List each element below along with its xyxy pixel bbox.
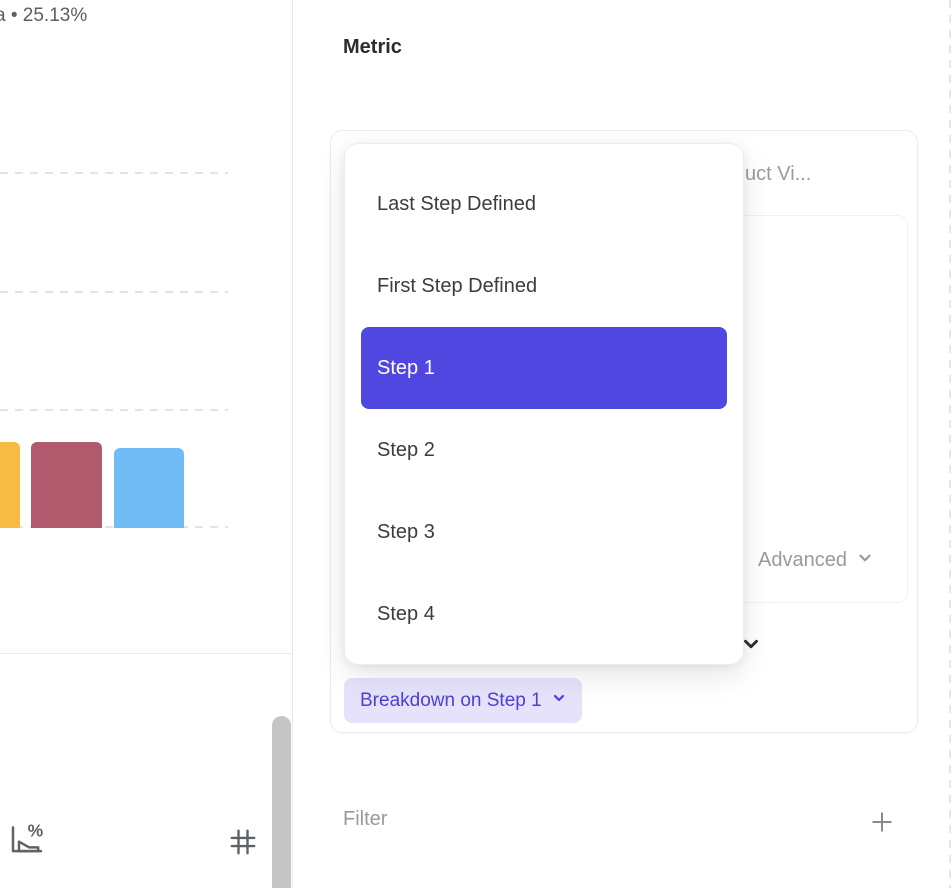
funnel-bar-yellow[interactable] — [0, 442, 20, 528]
dropdown-item-step-3[interactable]: Step 3 — [377, 520, 435, 543]
series-percentage-label: a • 25.13% — [0, 5, 88, 26]
chart-gridline — [0, 172, 228, 174]
filter-section-title: Filter — [343, 808, 388, 830]
advanced-toggle[interactable]: Advanced — [758, 549, 874, 572]
right-panel-edge — [949, 0, 951, 888]
chevron-down-icon — [551, 690, 567, 711]
funnel-bar-blue[interactable] — [114, 448, 184, 528]
chart-panel: a • 25.13% % — [0, 0, 293, 888]
dropdown-item-first-step-defined[interactable]: First Step Defined — [377, 274, 538, 297]
breakdown-button-label: Breakdown on Step 1 — [360, 689, 542, 711]
dropdown-item-step-4[interactable]: Step 4 — [377, 602, 435, 625]
chevron-down-icon[interactable] — [740, 633, 762, 655]
add-filter-button[interactable] — [867, 807, 897, 837]
vertical-scrollbar[interactable] — [272, 716, 291, 888]
step-select-dropdown: Last Step Defined First Step Defined Ste… — [344, 143, 744, 665]
event-name-label: uct Vi... — [745, 163, 812, 185]
funnel-bar-maroon[interactable] — [31, 442, 102, 528]
breakdown-on-step-button[interactable]: Breakdown on Step 1 — [344, 678, 582, 723]
chevron-down-icon — [856, 549, 874, 572]
chart-gridline — [0, 291, 228, 293]
svg-text:%: % — [28, 821, 44, 841]
dropdown-item-step-2[interactable]: Step 2 — [377, 438, 435, 461]
chart-footer-divider — [0, 653, 293, 654]
dropdown-item-step-1[interactable]: Step 1 — [361, 327, 727, 409]
chart-gridline — [0, 409, 228, 411]
advanced-label: Advanced — [758, 549, 847, 571]
funnel-percent-chart-icon[interactable]: % — [4, 816, 48, 862]
metric-section-title: Metric — [343, 36, 402, 58]
dropdown-item-last-step-defined[interactable]: Last Step Defined — [377, 192, 536, 215]
hash-grid-icon[interactable] — [222, 822, 264, 862]
